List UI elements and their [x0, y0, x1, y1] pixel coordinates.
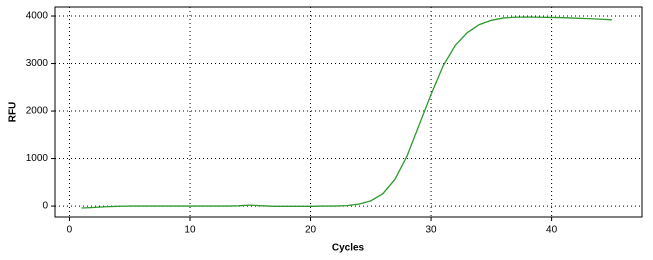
x-axis-label: Cycles — [332, 243, 365, 254]
y-tick-label: 0 — [42, 201, 48, 212]
plot-area — [54, 6, 643, 218]
x-tick-label: 40 — [546, 225, 558, 236]
x-tick-label: 0 — [67, 225, 73, 236]
y-tick-label: 4000 — [26, 11, 49, 22]
x-tick-label: 10 — [184, 225, 196, 236]
y-tick-label: 3000 — [26, 58, 49, 69]
line — [81, 16, 612, 209]
y-tick-label: 2000 — [26, 106, 49, 117]
y-axis-label: RFU — [8, 102, 19, 123]
x-tick-label: 30 — [426, 225, 438, 236]
x-tick-label: 20 — [305, 225, 317, 236]
y-tick-label: 1000 — [26, 153, 49, 164]
